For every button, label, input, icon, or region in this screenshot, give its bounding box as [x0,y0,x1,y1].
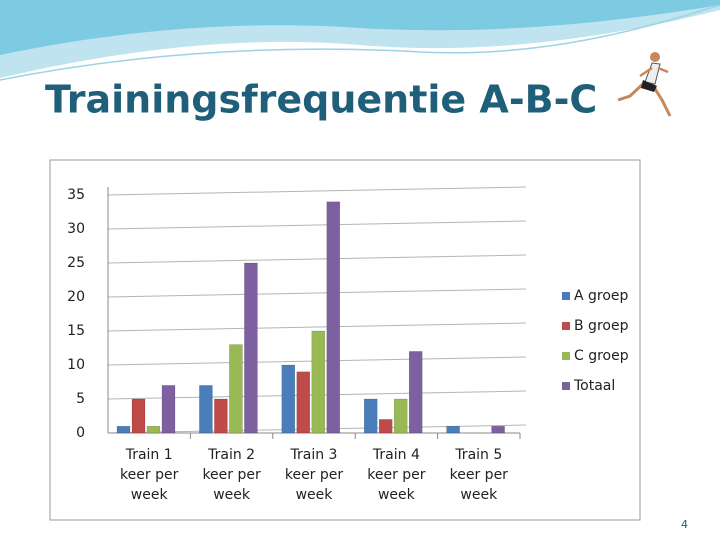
bar [393,398,408,434]
y-tick-label: 0 [76,425,85,441]
grid-line [107,254,527,264]
slide-title: Trainingsfrequentie A-B-C [45,78,597,122]
bar [131,398,146,434]
grid-line [107,186,527,196]
bar [146,425,161,434]
grid-line [107,288,527,298]
grid-line [107,322,527,332]
x-tick-label: Train 2 keer per week [202,447,261,503]
bar [161,385,176,434]
bar [116,425,131,434]
legend-label: B groep [574,318,629,334]
legend-swatch [562,382,570,390]
y-tick-label: 35 [67,187,85,203]
bar [363,398,378,434]
bar [408,351,423,434]
y-tick-label: 30 [67,221,85,237]
bar [281,364,296,434]
y-tick-label: 20 [67,289,85,305]
legend-label: C groep [574,348,629,364]
x-tick-label: Train 3 keer per week [284,447,344,503]
x-tick-label: Train 5 keer per week [449,447,508,503]
header-line [0,4,720,81]
chart-frame [49,159,641,521]
legend-label: Totaal [573,378,615,394]
x-tick-label: Train 1 keer per week [120,447,179,503]
bar [296,371,311,434]
y-tick-label: 5 [76,391,85,407]
bar [311,330,326,434]
legend-swatch [562,322,570,330]
legend-swatch [562,352,570,360]
runner-icon [617,52,672,117]
legend-label: A groep [574,288,629,304]
legend-swatch [562,292,570,300]
grid-line [107,220,527,230]
bar [244,262,258,434]
bar [214,398,228,434]
y-tick-label: 15 [67,323,85,339]
bar [326,201,341,434]
page-number: 4 [681,518,688,531]
header-wave-dark [0,0,720,55]
bar [446,425,460,434]
bar [491,425,505,434]
bar [378,419,393,434]
x-tick-label: Train 4 keer per week [367,447,426,503]
y-tick-label: 10 [67,357,85,373]
bar [199,385,213,434]
bar [229,344,243,434]
y-tick-label: 25 [67,255,85,271]
